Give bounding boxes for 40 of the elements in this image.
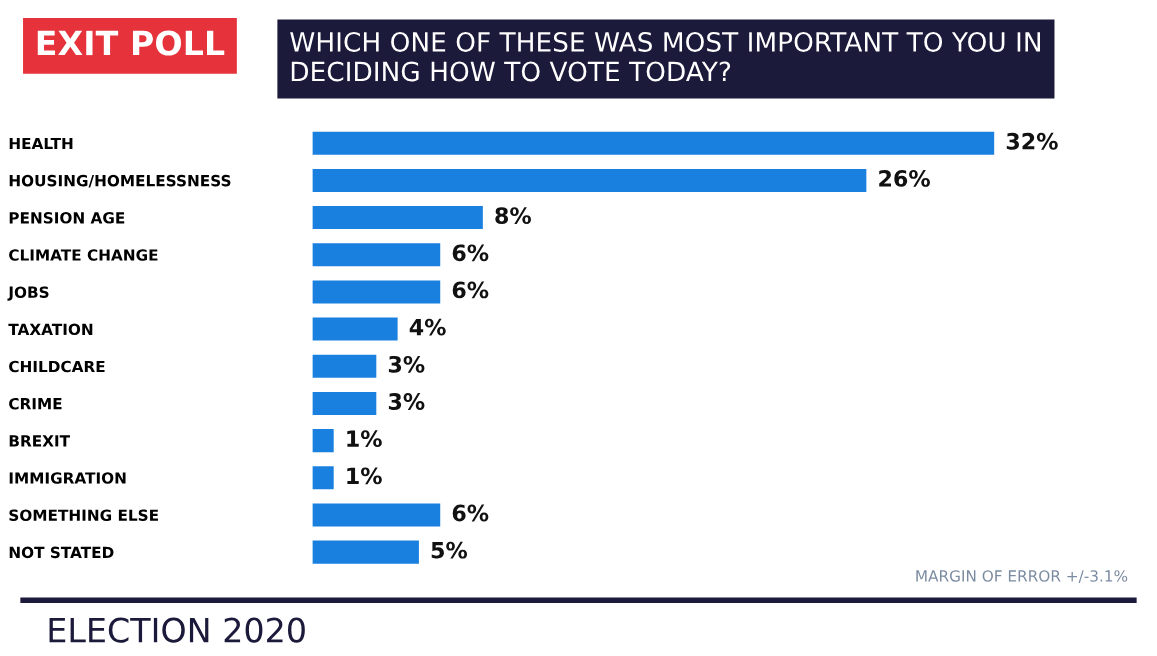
data-label: 6% [452,281,489,299]
chart-title: EXIT POLL [37,30,225,56]
y-tick-label: IMMIGRATION [9,472,126,484]
data-label: 26% [879,170,930,187]
y-tick-label: BREXIT [9,435,70,447]
bar [312,243,441,267]
bar [312,391,377,415]
y-tick-label: JOBS [7,286,49,301]
bar [312,354,377,378]
bar [312,429,334,453]
bar [312,503,441,527]
y-tick-label: SOMETHING ELSE [9,509,158,521]
y-tick-label: CRIME [9,397,62,410]
data-label: 4% [409,318,446,336]
y-tick-label: PENSION AGE [9,212,125,224]
annotation: MARGIN OF ERROR +/-3.1% [916,570,1128,583]
y-tick-label: NOT STATED [9,546,114,559]
y-tick-label: HOUSING/HOMELESSNESS [9,174,231,188]
data-label: 1% [347,467,382,485]
bar [312,168,867,192]
chart-subtitle: WHICH ONE OF THESE WAS MOST IMPORTANT TO YOU IN DECIDING HOW TO VOTE TODAY? [290,31,1040,82]
y-tick-label: HEALTH [9,137,73,150]
data-label: 3% [388,355,425,373]
bar [312,540,419,564]
data-label: 6% [452,504,489,522]
bar [312,206,483,230]
data-label: 1% [347,430,382,448]
y-tick-label: CHILDCARE [9,360,105,373]
y-tick-label: TAXATION [8,323,93,336]
text: ELECTION 2020 [49,617,305,643]
bar [312,280,441,304]
bar [312,317,398,341]
y-tick-label: CLIMATE CHANGE [9,249,158,261]
data-label: 32% [1006,132,1058,150]
data-label: 6% [452,244,489,262]
bar [312,131,995,155]
bar [312,466,334,490]
data-label: 8% [495,207,531,225]
data-label: 3% [388,393,425,410]
data-label: 5% [431,541,468,559]
